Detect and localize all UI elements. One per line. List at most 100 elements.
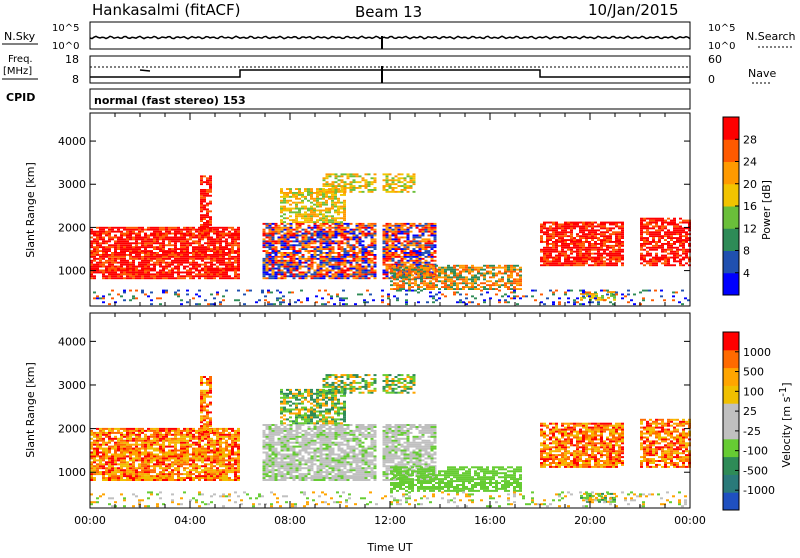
power-cell — [129, 299, 132, 301]
power-cell — [228, 248, 231, 250]
velocity-cell — [117, 428, 120, 430]
power-cell — [362, 225, 365, 227]
power-cell — [423, 271, 426, 273]
velocity-cell — [111, 471, 114, 473]
power-cell — [165, 264, 168, 266]
velocity-cell — [111, 430, 114, 432]
power-cell — [362, 179, 365, 181]
power-cell — [591, 222, 594, 224]
power-cell — [410, 181, 413, 183]
power-cell — [344, 252, 347, 254]
power-cell — [266, 244, 269, 246]
power-cell — [615, 292, 618, 294]
power-cell — [111, 252, 114, 254]
power-cell — [414, 284, 417, 286]
power-cell — [225, 244, 228, 246]
power-cell — [108, 294, 111, 296]
power-cell — [326, 235, 329, 237]
power-cell — [141, 290, 144, 292]
power-cell — [147, 264, 150, 266]
power-cell — [344, 185, 347, 187]
power-cell — [555, 241, 558, 243]
power-cell — [549, 262, 552, 264]
power-cell — [204, 237, 207, 239]
power-cell — [329, 256, 332, 258]
power-cell — [96, 270, 99, 272]
power-cell — [180, 256, 183, 258]
power-cell — [304, 208, 307, 210]
velocity-cell — [132, 475, 135, 477]
power-cell — [347, 273, 350, 275]
power-cell — [413, 173, 416, 175]
power-cell — [266, 273, 269, 275]
power-cell — [401, 237, 404, 239]
power-cell — [395, 252, 398, 254]
velocity-cell — [99, 459, 102, 461]
power-cell — [393, 288, 396, 290]
power-cell — [192, 258, 195, 260]
power-cell — [480, 290, 483, 292]
power-cell — [298, 211, 301, 213]
power-cell — [386, 223, 389, 225]
power-cell — [102, 297, 105, 299]
power-cell — [308, 238, 311, 240]
power-cell — [356, 272, 359, 274]
power-cell — [126, 250, 129, 252]
power-cell — [231, 244, 234, 246]
power-cell — [655, 255, 658, 257]
power-cell — [150, 275, 153, 277]
power-cell — [141, 266, 144, 268]
power-cell — [335, 235, 338, 237]
power-cell — [311, 273, 314, 275]
power-cell — [225, 290, 228, 292]
power-cell — [272, 235, 275, 237]
power-cell — [320, 231, 323, 233]
velocity-cell — [117, 444, 120, 446]
power-cell — [386, 189, 389, 191]
power-cell — [135, 252, 138, 254]
power-cell — [138, 242, 141, 244]
power-cell — [278, 264, 281, 266]
power-cell — [102, 254, 105, 256]
power-cell — [615, 259, 618, 261]
power-cell — [676, 227, 679, 229]
power-cell — [144, 244, 147, 246]
power-cell — [195, 264, 198, 266]
power-cell — [150, 240, 153, 242]
power-cell — [413, 260, 416, 262]
power-cell — [404, 258, 407, 260]
power-cell — [570, 227, 573, 229]
power-cell — [213, 238, 216, 240]
power-cell — [392, 238, 395, 240]
power-cell — [543, 251, 546, 253]
power-cell — [327, 294, 330, 296]
power-cell — [93, 250, 96, 252]
power-cell — [582, 241, 585, 243]
power-cell — [428, 240, 431, 242]
power-cell — [326, 272, 329, 274]
power-cell — [171, 248, 174, 250]
velocity-cell — [132, 473, 135, 475]
velocity-cell — [126, 479, 129, 481]
power-cell — [213, 256, 216, 258]
power-cell — [269, 260, 272, 262]
power-cell — [579, 227, 582, 229]
power-cell — [341, 273, 344, 275]
velocity-cell — [93, 448, 96, 450]
power-cell — [144, 266, 147, 268]
power-cell — [540, 264, 543, 266]
power-cell — [207, 273, 210, 275]
power-cell — [555, 255, 558, 257]
power-cell — [673, 224, 676, 226]
power-cell — [275, 252, 278, 254]
power-cell — [513, 271, 516, 273]
power-cell — [389, 225, 392, 227]
power-cell — [422, 248, 425, 250]
power-cell — [138, 258, 141, 260]
power-cell — [123, 240, 126, 242]
velocity-cell — [102, 463, 105, 465]
power-cell — [588, 245, 591, 247]
power-cell — [120, 273, 123, 275]
power-cell — [147, 266, 150, 268]
power-cell — [612, 251, 615, 253]
